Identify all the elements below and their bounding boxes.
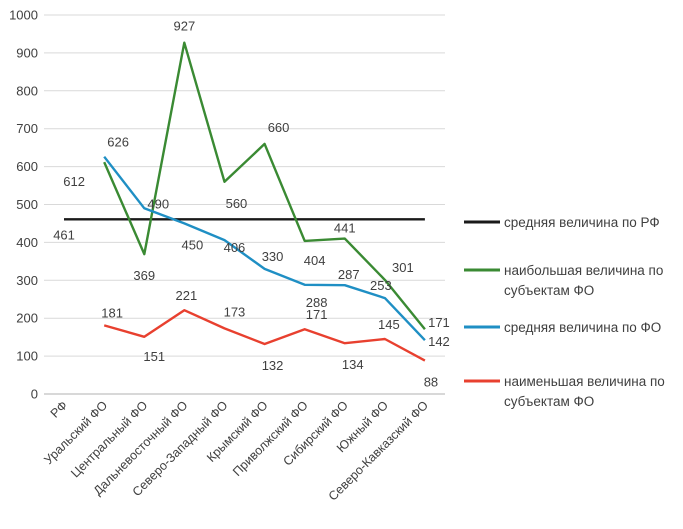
series-line-2 bbox=[103, 41, 426, 330]
y-tick-label: 500 bbox=[16, 197, 38, 212]
data-label: 927 bbox=[173, 19, 195, 34]
data-label: 560 bbox=[226, 196, 248, 211]
data-label: 253 bbox=[370, 278, 392, 293]
data-label: 145 bbox=[378, 317, 400, 332]
data-label: 461 bbox=[53, 227, 75, 242]
data-label: 369 bbox=[133, 268, 155, 283]
y-tick-label: 700 bbox=[16, 121, 38, 136]
data-label: 287 bbox=[338, 267, 360, 282]
y-tick-label: 1000 bbox=[9, 8, 38, 23]
legend-label: средняя величина по ФО bbox=[504, 320, 661, 335]
data-label: 288 bbox=[306, 295, 328, 310]
series-lines bbox=[64, 41, 426, 362]
y-tick-label: 900 bbox=[16, 45, 38, 60]
data-label: 626 bbox=[107, 135, 129, 150]
data-label: 490 bbox=[147, 196, 169, 211]
y-tick-label: 0 bbox=[31, 387, 38, 402]
data-label: 301 bbox=[392, 260, 414, 275]
data-label: 404 bbox=[304, 253, 326, 268]
data-label: 134 bbox=[342, 357, 364, 372]
data-label: 450 bbox=[181, 237, 203, 252]
series-line-3 bbox=[103, 155, 426, 342]
y-tick-label: 200 bbox=[16, 311, 38, 326]
data-label: 181 bbox=[101, 305, 123, 320]
data-label: 221 bbox=[175, 288, 197, 303]
x-tick-label: Центральный ФО bbox=[68, 398, 150, 480]
data-label: 612 bbox=[63, 174, 85, 189]
y-tick-label: 800 bbox=[16, 83, 38, 98]
data-label: 660 bbox=[268, 120, 290, 135]
y-tick-label: 100 bbox=[16, 349, 38, 364]
data-label: 330 bbox=[262, 249, 284, 264]
data-label: 88 bbox=[424, 375, 438, 390]
y-tick-label: 400 bbox=[16, 235, 38, 250]
x-tick-label: РФ bbox=[48, 398, 70, 420]
data-label: 406 bbox=[224, 240, 246, 255]
data-label: 171 bbox=[306, 307, 328, 322]
x-tick-label: Приволжский ФО bbox=[230, 398, 311, 479]
legend: средняя величина по РФ наибольшая величин… bbox=[464, 215, 665, 409]
data-labels: 461 612 369 927 560 660 404 441 301 171 626 490 450 4… bbox=[53, 19, 450, 390]
legend-label: субъектам ФО bbox=[504, 394, 594, 409]
series-line-4 bbox=[103, 309, 426, 362]
y-tick-label: 600 bbox=[16, 159, 38, 174]
data-label: 173 bbox=[224, 304, 246, 319]
legend-label: субъектам ФО bbox=[504, 283, 594, 298]
data-label: 132 bbox=[262, 358, 284, 373]
legend-label: наибольшая величина по bbox=[504, 263, 663, 278]
y-tick-label: 300 bbox=[16, 273, 38, 288]
legend-label: наименьшая величина по bbox=[504, 374, 665, 389]
data-label: 441 bbox=[334, 221, 356, 236]
data-label: 151 bbox=[143, 349, 165, 364]
y-axis-ticks: 0 100 200 300 400 500 600 700 800 900 1000 bbox=[9, 8, 38, 402]
data-label: 171 bbox=[428, 315, 450, 330]
data-label: 142 bbox=[428, 334, 450, 349]
legend-label: средняя величина по РФ bbox=[504, 215, 660, 230]
